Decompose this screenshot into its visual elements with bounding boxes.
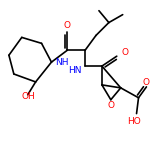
- Text: O: O: [64, 21, 71, 30]
- Text: O: O: [143, 78, 150, 87]
- Text: OH: OH: [22, 92, 36, 101]
- Text: HO: HO: [127, 117, 140, 126]
- Text: NH: NH: [55, 58, 69, 67]
- Text: O: O: [107, 101, 114, 110]
- Text: O: O: [122, 48, 129, 57]
- Text: HN: HN: [68, 66, 81, 75]
